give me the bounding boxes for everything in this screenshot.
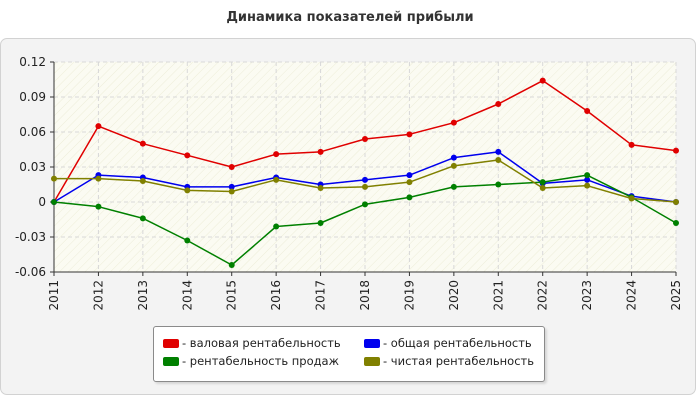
legend-label: - рентабельность продаж (182, 354, 339, 368)
data-point-series-4 (495, 157, 502, 163)
data-point-series-3 (495, 181, 502, 188)
y-tick-label: -0.03 (15, 230, 46, 244)
x-tick-label: 2021 (491, 280, 505, 311)
x-tick-label: 2015 (225, 280, 239, 311)
data-point-series-3 (584, 172, 591, 179)
data-point-series-1 (495, 101, 502, 107)
data-point-series-4 (95, 175, 102, 182)
data-point-series-4 (184, 187, 191, 194)
legend-item-sales-profitability: - рентабельность продаж (163, 353, 339, 369)
data-point-series-4 (273, 176, 280, 183)
legend-item-total-profitability: - общая рентабельность (364, 335, 532, 351)
x-tick-label: 2017 (314, 280, 328, 311)
x-tick-label: 2018 (358, 280, 372, 311)
legend-label: - чистая рентабельность (383, 354, 535, 368)
data-point-series-1 (628, 141, 635, 148)
data-point-series-4 (362, 183, 368, 190)
x-tick-label: 2022 (536, 280, 550, 311)
data-point-series-3 (51, 199, 57, 205)
data-point-series-4 (628, 195, 635, 202)
x-tick-label: 2019 (402, 280, 416, 311)
legend-item-gross-profitability: - валовая рентабельность (163, 335, 341, 351)
data-point-series-1 (228, 164, 235, 170)
data-point-series-1 (317, 148, 324, 155)
data-point-series-4 (450, 162, 457, 169)
x-tick-labels: 2011 2012 2013 2014 2015 2016 2017 2018 2019 2020… (47, 280, 683, 311)
data-point-series-2 (362, 176, 368, 183)
data-point-series-2 (228, 183, 235, 190)
data-point-series-2 (584, 176, 591, 183)
data-point-series-4 (228, 188, 235, 195)
data-point-series-4 (584, 182, 591, 189)
y-tick-label: 0.12 (19, 55, 46, 69)
x-tick-label: 2016 (269, 280, 283, 311)
data-point-series-3 (228, 262, 235, 268)
x-tick-label: 2023 (580, 280, 594, 311)
legend-swatch (364, 356, 380, 366)
legend: - валовая рентабельность - общая рентабе… (153, 326, 545, 382)
series-lines (51, 77, 679, 268)
data-point-series-3 (539, 179, 546, 186)
data-point-series-4 (406, 179, 413, 186)
data-point-series-4 (317, 185, 324, 191)
data-point-series-4 (51, 175, 57, 182)
y-tick-label: 0 (38, 195, 46, 209)
data-point-series-1 (362, 136, 368, 142)
data-point-series-4 (539, 185, 546, 191)
x-tick-label: 2024 (625, 280, 639, 311)
y-tick-label: 0.09 (19, 90, 46, 104)
data-point-series-1 (450, 119, 457, 126)
data-point-series-1 (184, 152, 191, 159)
data-point-series-3 (362, 201, 368, 208)
legend-swatch (364, 338, 380, 348)
data-point-series-2 (495, 148, 502, 155)
x-tick-label: 2013 (136, 280, 150, 311)
data-point-series-1 (406, 131, 413, 138)
data-point-series-3 (317, 220, 324, 226)
data-point-series-1 (139, 140, 146, 147)
legend-label: - валовая рентабельность (182, 336, 341, 350)
data-point-series-1 (273, 151, 280, 158)
legend-label: - общая рентабельность (383, 336, 532, 350)
data-point-series-1 (95, 123, 102, 130)
data-point-series-3 (273, 223, 280, 230)
data-point-series-2 (406, 172, 413, 179)
y-tick-labels: -0.06 -0.03 0 0.03 0.06 0.09 0.12 (15, 55, 46, 279)
data-point-series-3 (673, 220, 679, 226)
x-tick-label: 2020 (447, 280, 461, 311)
data-point-series-1 (539, 77, 546, 84)
data-point-series-3 (450, 183, 457, 190)
data-point-series-3 (95, 203, 102, 210)
data-point-series-2 (450, 154, 457, 161)
axes (50, 61, 677, 276)
data-point-series-1 (584, 108, 591, 114)
legend-item-net-profitability: - чистая рентабельность (364, 353, 534, 369)
x-tick-label: 2012 (91, 280, 105, 311)
x-tick-label: 2014 (180, 280, 194, 311)
data-point-series-4 (673, 199, 679, 205)
y-tick-label: -0.06 (15, 265, 46, 279)
x-tick-label: 2011 (47, 280, 61, 311)
data-point-series-3 (139, 215, 146, 222)
data-point-series-4 (139, 178, 146, 184)
y-tick-label: 0.06 (19, 125, 46, 139)
x-tick-label: 2025 (669, 280, 683, 311)
legend-swatch (163, 338, 179, 348)
data-point-series-1 (673, 147, 679, 154)
data-point-series-3 (184, 237, 191, 244)
legend-swatch (163, 356, 179, 366)
y-tick-label: 0.03 (19, 160, 46, 174)
chart-title: Динамика показателей прибыли (226, 10, 474, 25)
data-point-series-3 (406, 194, 413, 201)
